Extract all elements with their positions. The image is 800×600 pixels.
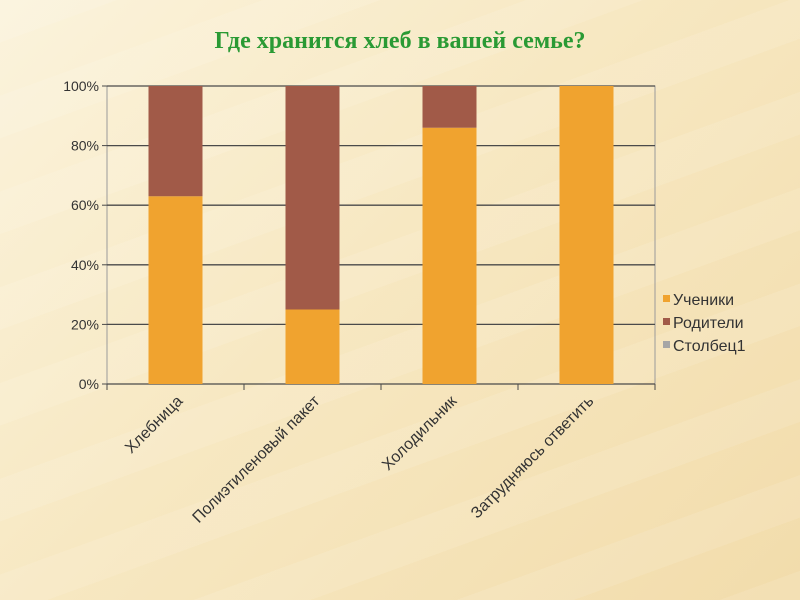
y-tick-label: 80% <box>71 138 99 154</box>
x-category-label: Затрудняюсь ответить <box>468 393 597 522</box>
legend-swatch <box>663 295 670 302</box>
y-tick-label: 100% <box>63 78 99 94</box>
bar-segment <box>285 86 340 310</box>
y-tick-label: 0% <box>79 376 99 392</box>
bar-segment <box>148 86 203 197</box>
bar-segment <box>285 309 340 384</box>
x-category-label: Полиэтиленовый пакет <box>190 392 324 526</box>
y-tick-label: 60% <box>71 197 99 213</box>
y-tick-label: 20% <box>71 316 99 332</box>
legend-label: Ученики <box>673 292 734 309</box>
legend-label: Столбец1 <box>673 338 746 355</box>
bar-segment <box>559 86 614 384</box>
x-category-label: Хлебница <box>122 393 186 457</box>
chart-title: Где хранится хлеб в вашей семье? <box>214 28 586 54</box>
legend-label: Родители <box>673 315 744 332</box>
y-tick-label: 40% <box>71 257 99 273</box>
bar-segment <box>422 127 477 384</box>
bar-segment <box>422 86 477 128</box>
x-category-label: Холодильник <box>379 392 461 474</box>
legend-swatch <box>663 318 670 325</box>
bar-segment <box>148 196 203 384</box>
legend-swatch <box>663 341 670 348</box>
